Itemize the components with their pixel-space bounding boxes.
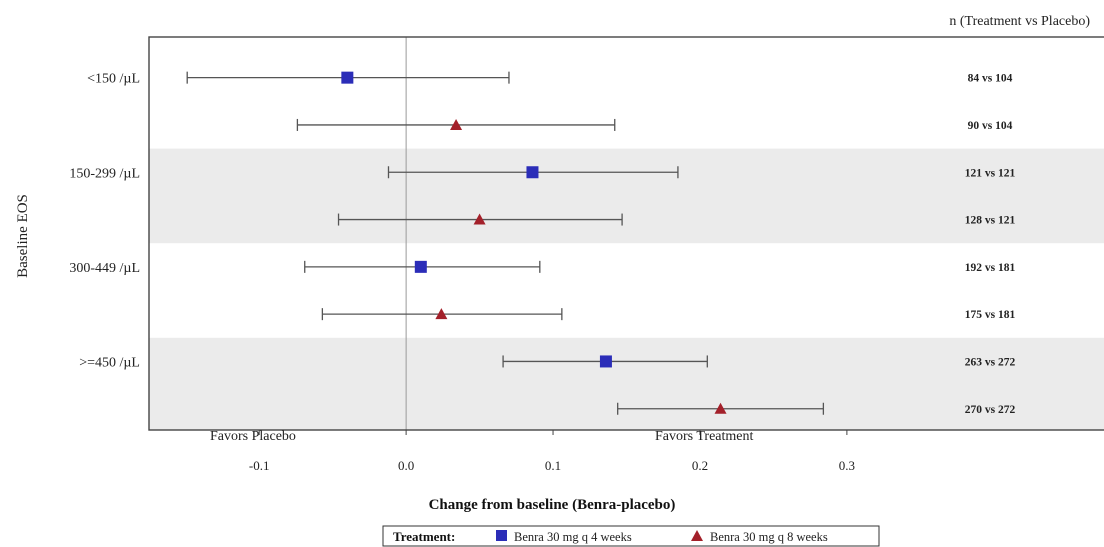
n-label: 121 vs 121: [965, 167, 1016, 179]
favors-placebo-label: Favors Placebo: [210, 429, 296, 444]
x-axis-label: Change from baseline (Benra-placebo): [429, 497, 676, 513]
plot-frame: [148, 36, 1104, 431]
n-label: 128 vs 121: [965, 215, 1016, 227]
x-tick-label: 0.0: [398, 458, 414, 473]
estimate-square: [599, 355, 612, 368]
y-axis-label: Baseline EOS: [15, 194, 31, 278]
legend-label-q8: Benra 30 mg q 8 weeks: [710, 530, 828, 544]
estimate-square: [414, 260, 427, 273]
group-label: 300-449 /µL: [69, 261, 140, 276]
n-label: 270 vs 272: [965, 404, 1016, 416]
n-labels: 84 vs 104 90 vs 104 121 vs 121 128 vs 121 19…: [965, 73, 1016, 416]
group-band: [149, 337, 1104, 430]
group-bands: [149, 148, 1104, 430]
n-label: 175 vs 181: [965, 309, 1016, 321]
x-tick-label: -0.1: [249, 458, 270, 473]
n-label: 90 vs 104: [968, 120, 1013, 132]
n-header: n (Treatment vs Placebo): [949, 14, 1090, 29]
legend-square-marker: [496, 530, 507, 541]
x-tick-label: 0.3: [839, 458, 855, 473]
estimate-triangle: [473, 213, 486, 225]
legend-triangle-marker: [691, 530, 703, 541]
group-labels: <150 /µL 150-299 /µL 300-449 /µL >=450 /µL: [69, 72, 140, 371]
legend: Treatment: Benra 30 mg q 4 weeks Benra 3…: [382, 525, 880, 547]
group-band: [149, 148, 1104, 244]
n-label: 263 vs 272: [965, 356, 1016, 368]
estimate-square: [526, 166, 539, 179]
n-label: 84 vs 104: [968, 73, 1013, 85]
group-label: 150-299 /µL: [69, 166, 140, 181]
point-estimates: [341, 71, 727, 414]
x-tick-label: 0.1: [545, 458, 561, 473]
favors-treatment-label: Favors Treatment: [655, 429, 754, 444]
legend-title: Treatment:: [393, 529, 455, 544]
x-axis-ticks: -0.1 0.0 0.1 0.2 0.3: [249, 430, 855, 473]
estimate-square: [341, 71, 354, 84]
legend-label-q4: Benra 30 mg q 4 weeks: [514, 530, 632, 544]
x-tick-label: 0.2: [692, 458, 708, 473]
n-label: 192 vs 181: [965, 262, 1016, 274]
estimate-triangle: [450, 118, 463, 130]
estimate-triangle: [714, 402, 727, 414]
group-label: <150 /µL: [87, 72, 140, 87]
group-label: >=450 /µL: [79, 355, 140, 370]
estimate-triangle: [435, 308, 448, 320]
